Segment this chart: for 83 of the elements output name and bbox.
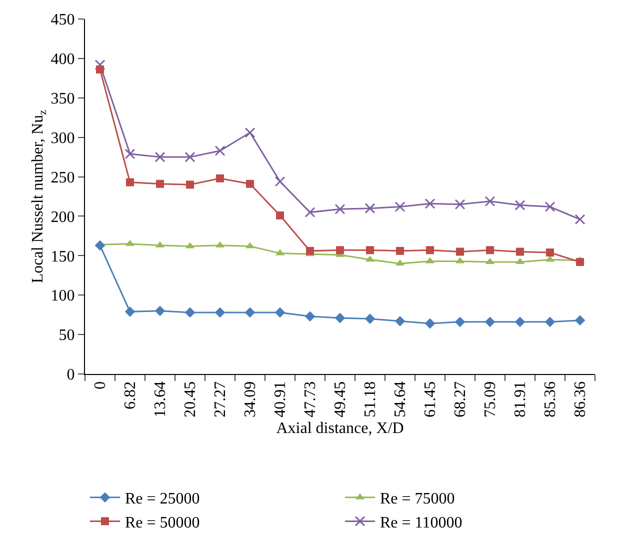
point <box>306 246 314 255</box>
point <box>154 306 166 316</box>
y-tick-label: 0 <box>66 366 75 384</box>
point <box>214 307 226 318</box>
point <box>94 60 106 70</box>
x-tick-label: 68.27 <box>452 381 470 418</box>
point <box>94 240 106 251</box>
x-tick-label: 34.09 <box>242 381 260 418</box>
point <box>514 316 526 328</box>
point <box>96 65 104 74</box>
point <box>186 180 194 189</box>
point <box>394 202 406 212</box>
point <box>244 127 256 138</box>
point <box>124 306 136 317</box>
y-tick-label: 350 <box>50 90 75 108</box>
point <box>304 207 316 218</box>
point <box>274 176 286 187</box>
point <box>426 246 434 254</box>
point <box>124 148 136 160</box>
point <box>424 318 436 329</box>
point <box>456 248 464 256</box>
point <box>516 248 524 256</box>
y-tick-label: 400 <box>50 51 75 68</box>
point <box>484 196 496 206</box>
point <box>276 211 284 220</box>
point <box>334 312 346 324</box>
y-tick-label: 50 <box>58 327 75 344</box>
point <box>364 203 376 214</box>
y-tick-label: 300 <box>50 130 75 147</box>
x-tick-label: 40.91 <box>272 381 290 418</box>
point <box>336 246 344 254</box>
point <box>544 202 556 212</box>
point <box>184 307 196 318</box>
x-tick-label: 85.36 <box>542 381 560 418</box>
point <box>364 314 376 324</box>
point <box>574 214 586 225</box>
point <box>334 204 346 214</box>
x-tick-label: 81.91 <box>512 381 530 418</box>
point <box>486 246 494 254</box>
point <box>424 198 436 209</box>
legend-label: Re = 25000 <box>125 490 200 508</box>
y-tick-label: 450 <box>50 12 75 29</box>
point <box>274 307 286 318</box>
y-tick-label: 200 <box>50 208 75 226</box>
y-tick-label: 250 <box>50 169 75 186</box>
legend-label: Re = 50000 <box>125 514 200 532</box>
point <box>246 180 254 188</box>
point <box>454 316 466 328</box>
point <box>454 199 466 210</box>
x-tick-label: 86.36 <box>572 381 590 418</box>
point <box>244 307 256 318</box>
point <box>366 246 374 254</box>
x-tick-label: 49.45 <box>332 381 350 418</box>
point <box>546 248 554 257</box>
point <box>576 258 584 266</box>
point <box>574 315 586 326</box>
point <box>484 316 496 328</box>
x-tick-label: 47.73 <box>302 381 320 418</box>
x-tick-label: 27.27 <box>212 381 230 418</box>
y-tick-label: 150 <box>50 248 75 266</box>
point <box>396 246 404 255</box>
x-axis-title: Axial distance, X/D <box>276 420 404 438</box>
x-tick-label: 54.64 <box>392 381 410 418</box>
x-tick-label: 6.82 <box>122 381 140 410</box>
point <box>514 200 526 210</box>
point <box>394 316 406 326</box>
x-tick-label: 20.45 <box>182 381 200 418</box>
legend-label: Re = 75000 <box>380 490 455 508</box>
point <box>304 311 316 322</box>
point <box>156 180 164 188</box>
legend-label: Re = 110000 <box>380 514 462 532</box>
point <box>184 152 196 162</box>
x-tick-label: 0 <box>92 381 110 390</box>
x-tick-label: 61.45 <box>422 381 440 418</box>
point <box>216 174 224 182</box>
point <box>154 152 166 162</box>
y-tick-label: 100 <box>50 288 75 305</box>
x-tick-label: 13.64 <box>152 381 170 418</box>
point <box>126 178 134 186</box>
point <box>544 316 556 328</box>
x-tick-label: 75.09 <box>482 381 500 418</box>
x-tick-label: 51.18 <box>362 381 380 418</box>
point <box>214 145 226 156</box>
